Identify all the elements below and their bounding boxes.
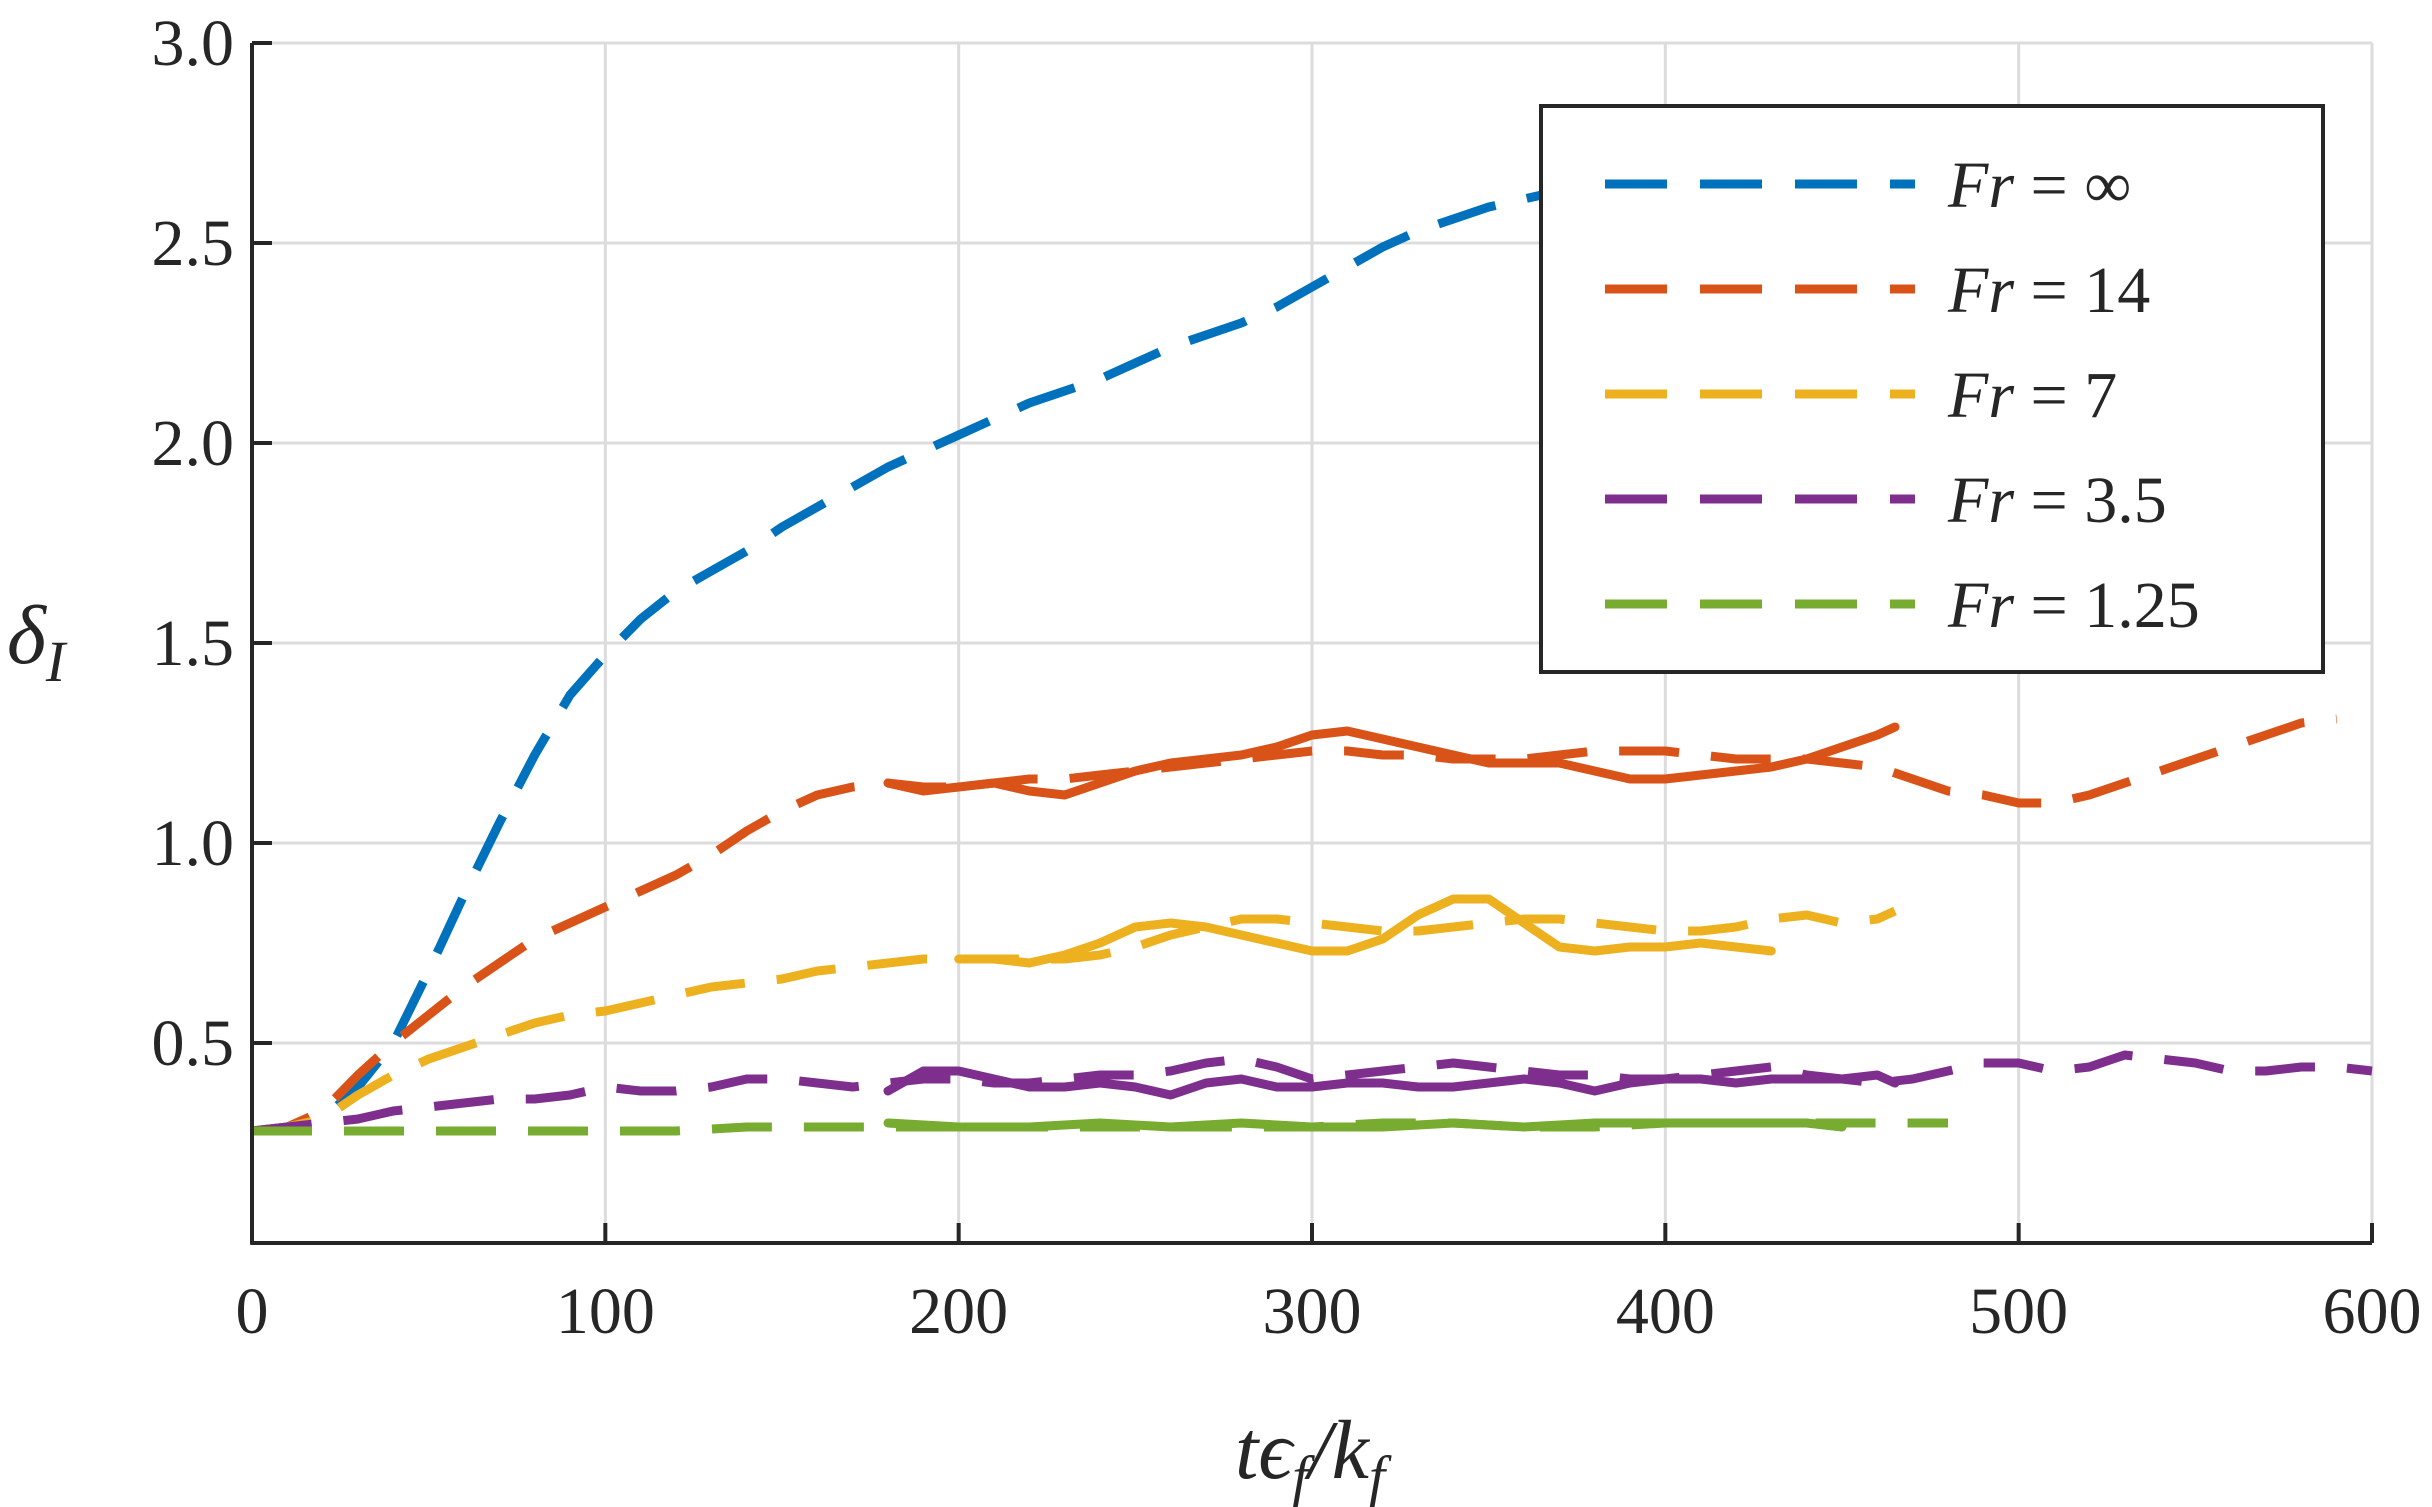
legend-label-3: Fr = 3.5 <box>1947 464 2167 537</box>
y-tick-label: 1.5 <box>152 607 235 680</box>
x-tick-label: 600 <box>2323 1275 2422 1348</box>
series-line-2-solid <box>954 894 1776 968</box>
legend-label-2: Fr = 7 <box>1947 359 2117 432</box>
legend-label-1: Fr = 14 <box>1947 254 2150 327</box>
y-tick-label: 3.0 <box>152 7 235 80</box>
series-line-3-solid <box>883 1066 1900 1100</box>
legend: Fr = ∞ Fr = 14 Fr = 7 Fr = 3.5 Fr = 1.25 <box>1539 104 2325 674</box>
x-tick-label: 300 <box>1263 1275 1362 1348</box>
x-tick-label: 400 <box>1616 1275 1715 1348</box>
y-tick-label: 1.0 <box>152 807 235 880</box>
legend-label-4: Fr = 1.25 <box>1947 569 2200 642</box>
y-axis-label: δI​ <box>7 589 68 694</box>
axes <box>250 41 2374 1245</box>
series-line-1-solid <box>883 722 1900 800</box>
y-tick-label: 0.5 <box>152 1007 235 1080</box>
x-axis-label: tϵf​/kf​ <box>1235 1404 1392 1507</box>
tick-labels: 0 100 200 300 400 500 600 0.5 1.0 1.5 2.0 2.5 3.0 <box>152 7 2422 1348</box>
x-tick-label: 0 <box>236 1275 269 1348</box>
x-tick-label: 100 <box>556 1275 655 1348</box>
x-tick-label: 500 <box>1969 1275 2068 1348</box>
y-tick-label: 2.5 <box>152 207 235 280</box>
legend-label-0: Fr = ∞ <box>1947 149 2131 222</box>
series-line-2-dashed <box>251 906 1897 1136</box>
legend-box <box>1539 104 2325 674</box>
series-line-4-solid <box>883 1118 1847 1132</box>
series-line-1-dashed <box>251 714 2338 1136</box>
x-tick-label: 200 <box>909 1275 1008 1348</box>
series-line-3-dashed <box>251 1050 2373 1136</box>
y-tick-label: 2.0 <box>152 407 235 480</box>
